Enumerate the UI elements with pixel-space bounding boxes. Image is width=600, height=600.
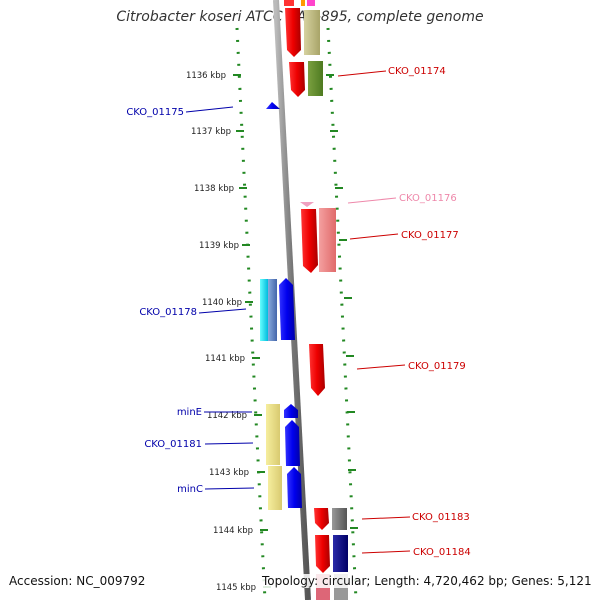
leader-line xyxy=(337,70,387,77)
gene-arrow xyxy=(289,62,305,97)
gene-feature xyxy=(284,0,294,6)
gene-label-mine[interactable]: minE xyxy=(177,407,202,418)
gene-arrow xyxy=(314,508,329,530)
gene-arrow xyxy=(285,420,300,466)
gene-arrow xyxy=(287,467,302,508)
ruler-label: 1142 kbp xyxy=(207,411,247,421)
leader-line xyxy=(347,197,397,204)
gene-arrow xyxy=(279,278,295,340)
leader-line xyxy=(204,442,254,445)
leader-line xyxy=(198,308,247,314)
gene-arrow xyxy=(300,202,314,207)
gene-label-cko-01178[interactable]: CKO_01178 xyxy=(139,307,197,318)
gene-label-minc[interactable]: minC xyxy=(177,484,203,495)
ruler-label: 1138 kbp xyxy=(194,184,234,194)
genome-summary-text: Topology: circular; Length: 4,720,462 bp… xyxy=(262,574,592,588)
gene-labels: CKO_01174 CKO_01175 CKO_01176 CKO_01177 … xyxy=(126,66,470,558)
leader-line xyxy=(204,487,255,490)
gene-feature xyxy=(307,0,315,6)
ruler-label: 1143 kbp xyxy=(209,468,249,478)
ruler-label: 1145 kbp xyxy=(216,583,256,593)
gene-arrow xyxy=(309,344,325,396)
gene-label-cko-01175[interactable]: CKO_01175 xyxy=(126,107,184,118)
gene-label-cko-01181[interactable]: CKO_01181 xyxy=(144,439,202,450)
gene-feature xyxy=(260,279,268,341)
gene-label-cko-01183[interactable]: CKO_01183 xyxy=(412,512,470,523)
gene-feature xyxy=(332,508,347,530)
ruler-labels: 1136 kbp 1137 kbp 1138 kbp 1139 kbp 1140… xyxy=(186,71,256,593)
leader-line xyxy=(185,106,234,113)
ruler-label: 1144 kbp xyxy=(213,526,253,536)
gene-arrow xyxy=(285,8,301,57)
gene-arrow xyxy=(315,535,330,573)
gene-feature xyxy=(308,61,323,96)
gene-feature xyxy=(301,0,305,6)
leader-line xyxy=(361,550,411,554)
ruler-label: 1137 kbp xyxy=(191,127,231,137)
gene-arrow xyxy=(284,404,298,418)
gene-feature xyxy=(268,279,277,341)
gene-feature xyxy=(319,208,336,272)
gene-label-cko-01176[interactable]: CKO_01176 xyxy=(399,193,457,204)
leader-line xyxy=(361,516,411,520)
accession-text: Accession: NC_009792 xyxy=(9,574,146,588)
gene-label-cko-01174[interactable]: CKO_01174 xyxy=(388,66,446,77)
gene-arrow xyxy=(266,102,280,109)
leader-lines xyxy=(185,70,411,554)
ruler-label: 1139 kbp xyxy=(199,241,239,251)
gene-feature xyxy=(333,535,348,572)
gene-label-cko-01184[interactable]: CKO_01184 xyxy=(413,547,471,558)
ruler-label: 1136 kbp xyxy=(186,71,226,81)
ruler-label: 1140 kbp xyxy=(202,298,242,308)
leader-line xyxy=(349,233,399,240)
gene-arrow xyxy=(301,209,318,273)
gene-feature xyxy=(268,466,282,510)
ruler-label: 1141 kbp xyxy=(205,354,245,364)
gene-feature xyxy=(266,404,280,465)
leader-line xyxy=(356,364,406,370)
gene-label-cko-01177[interactable]: CKO_01177 xyxy=(401,230,459,241)
gene-label-cko-01179[interactable]: CKO_01179 xyxy=(408,361,466,372)
gene-feature xyxy=(304,10,320,55)
